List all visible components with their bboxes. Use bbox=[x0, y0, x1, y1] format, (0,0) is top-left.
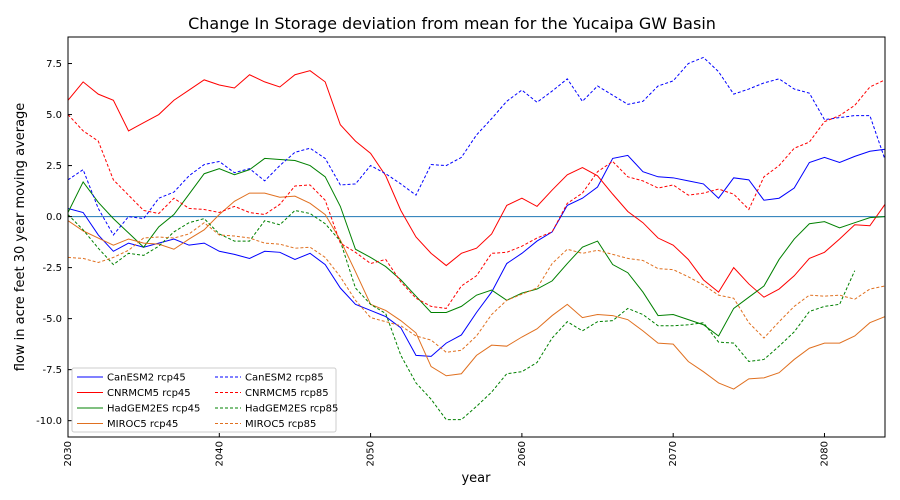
series-line-cnrmcm5-rcp85 bbox=[68, 79, 885, 309]
series-line-hadgem2es-rcp45 bbox=[68, 157, 885, 337]
x-tick-label: 2030 bbox=[63, 441, 74, 466]
legend-label: HadGEM2ES rcp45 bbox=[107, 404, 200, 415]
series-line-cnrmcm5-rcp45 bbox=[68, 70, 885, 298]
y-axis: -10.0 -7.5 -5.0 -2.5 0.0 2.5 5.0 7.5 bbox=[36, 59, 72, 427]
series-line-miroc5-rcp45 bbox=[68, 192, 885, 390]
series-lines bbox=[68, 56, 885, 421]
y-tick-label: 7.5 bbox=[46, 59, 62, 70]
y-tick-label: -2.5 bbox=[42, 263, 62, 274]
y-axis-title: flow in acre feet 30 year moving average bbox=[13, 103, 28, 372]
legend-label: CanESM2 rcp85 bbox=[245, 373, 324, 384]
y-tick-label: 0.0 bbox=[46, 212, 62, 223]
legend-label: CanESM2 rcp45 bbox=[107, 373, 186, 384]
x-axis: 2030 2040 2050 2060 2070 2080 bbox=[63, 433, 830, 466]
series-line-hadgem2es-rcp85 bbox=[68, 209, 856, 421]
x-axis-title: year bbox=[461, 471, 491, 486]
legend-label: MIROC5 rcp85 bbox=[245, 419, 316, 430]
series-line-miroc5-rcp85 bbox=[68, 222, 885, 353]
y-tick-label: -7.5 bbox=[42, 365, 62, 376]
y-tick-label: 5.0 bbox=[46, 110, 62, 121]
y-tick-label: -5.0 bbox=[42, 314, 62, 325]
legend-box bbox=[71, 367, 337, 433]
plot-frame bbox=[67, 36, 886, 438]
legend-label: CNRMCM5 rcp85 bbox=[245, 388, 329, 399]
legend-label: MIROC5 rcp45 bbox=[107, 419, 178, 430]
legend-items: CanESM2 rcp45 CNRMCM5 rcp45 HadGEM2ES rcp4… bbox=[77, 373, 338, 430]
series-line-canesm2-rcp85 bbox=[68, 56, 885, 236]
plot-area bbox=[68, 56, 885, 421]
legend-label: CNRMCM5 rcp45 bbox=[107, 388, 191, 399]
legend: CanESM2 rcp45 CNRMCM5 rcp45 HadGEM2ES rcp4… bbox=[71, 367, 338, 433]
y-tick-label: 2.5 bbox=[46, 161, 62, 172]
series-line-canesm2-rcp45 bbox=[68, 148, 885, 357]
chart-title: Change In Storage deviation from mean fo… bbox=[188, 14, 716, 33]
x-tick-label: 2050 bbox=[366, 441, 377, 466]
x-tick-label: 2060 bbox=[517, 441, 528, 466]
y-tick-label: -10.0 bbox=[36, 416, 62, 427]
x-tick-label: 2040 bbox=[214, 441, 225, 466]
x-tick-label: 2070 bbox=[668, 441, 679, 466]
legend-label: HadGEM2ES rcp85 bbox=[245, 404, 338, 415]
x-tick-label: 2080 bbox=[819, 441, 830, 466]
